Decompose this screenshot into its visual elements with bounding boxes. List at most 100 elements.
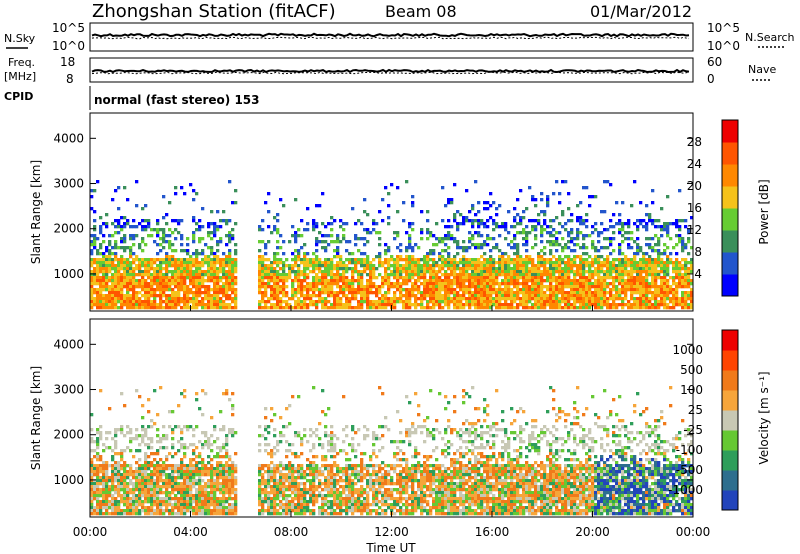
heatmap-cell: [564, 294, 568, 298]
heatmap-cell: [627, 300, 631, 304]
heatmap-cell: [171, 273, 175, 277]
heatmap-cell: [666, 246, 670, 250]
heatmap-cell: [114, 279, 118, 283]
heatmap-cell: [483, 291, 487, 295]
heatmap-cell: [195, 255, 199, 259]
heatmap-cell: [609, 270, 613, 274]
heatmap-cell: [141, 282, 145, 286]
heatmap-cell: [204, 491, 208, 495]
heatmap-cell: [108, 479, 112, 483]
heatmap-cell: [105, 485, 109, 489]
heatmap-cell: [222, 261, 226, 265]
heatmap-cell: [276, 270, 280, 274]
heatmap-cell: [210, 449, 214, 453]
heatmap-cell: [549, 306, 553, 310]
heatmap-cell: [141, 237, 145, 241]
heatmap-cell: [132, 470, 136, 474]
heatmap-cell: [267, 464, 271, 468]
heatmap-cell: [90, 285, 94, 289]
heatmap-cell: [417, 270, 421, 274]
heatmap-cell: [615, 276, 619, 280]
heatmap-cell: [627, 288, 631, 292]
heatmap-cell: [315, 282, 319, 286]
heatmap-cell: [192, 434, 196, 438]
heatmap-cell: [213, 282, 217, 286]
heatmap-cell: [105, 464, 109, 468]
heatmap-cell: [195, 252, 199, 256]
heatmap-cell: [432, 288, 436, 292]
heatmap-cell: [108, 252, 112, 256]
heatmap-cell: [234, 282, 238, 286]
heatmap-cell: [96, 264, 100, 268]
heatmap-cell: [645, 303, 649, 307]
heatmap-cell: [192, 512, 196, 516]
heatmap-cell: [120, 467, 124, 471]
heatmap-cell: [465, 303, 469, 307]
heatmap-cell: [189, 276, 193, 280]
heatmap-cell: [171, 288, 175, 292]
heatmap-cell: [291, 285, 295, 289]
heatmap-cell: [198, 282, 202, 286]
heatmap-cell: [384, 249, 388, 253]
heatmap-cell: [171, 428, 175, 432]
heatmap-cell: [198, 491, 202, 495]
heatmap-cell: [471, 282, 475, 286]
heatmap-cell: [210, 306, 214, 310]
heatmap-cell: [93, 267, 97, 271]
heatmap-cell: [618, 276, 622, 280]
heatmap-cell: [183, 285, 187, 289]
heatmap-cell: [132, 476, 136, 480]
heatmap-cell: [420, 210, 424, 214]
heatmap-cell: [132, 300, 136, 304]
heatmap-cell: [516, 276, 520, 280]
heatmap-cell: [123, 485, 127, 489]
heatmap-cell: [231, 261, 235, 265]
heatmap-cell: [621, 261, 625, 265]
heatmap-cell: [618, 258, 622, 262]
heatmap-cell: [384, 297, 388, 301]
heatmap-cell: [531, 261, 535, 265]
heatmap-cell: [288, 240, 292, 244]
heatmap-cell: [204, 258, 208, 262]
heatmap-cell: [372, 264, 376, 268]
heatmap-cell: [123, 300, 127, 304]
heatmap-cell: [300, 219, 304, 223]
heatmap-cell: [114, 267, 118, 271]
heatmap-cell: [513, 216, 517, 220]
heatmap-cell: [411, 195, 415, 199]
heatmap-cell: [225, 506, 229, 510]
heatmap-cell: [447, 198, 451, 202]
heatmap-cell: [315, 240, 319, 244]
heatmap-cell: [93, 237, 97, 241]
heatmap-cell: [633, 264, 637, 268]
heatmap-cell: [465, 246, 469, 250]
heatmap-cell: [210, 294, 214, 298]
heatmap-cell: [465, 267, 469, 271]
heatmap-cell: [585, 258, 589, 262]
heatmap-cell: [546, 240, 550, 244]
heatmap-cell: [570, 297, 574, 301]
heatmap-cell: [648, 285, 652, 289]
heatmap-cell: [291, 282, 295, 286]
heatmap-cell: [375, 303, 379, 307]
heatmap-cell: [357, 276, 361, 280]
heatmap-cell: [444, 300, 448, 304]
heatmap-cell: [333, 255, 337, 259]
heatmap-cell: [195, 491, 199, 495]
heatmap-cell: [504, 288, 508, 292]
heatmap-cell: [183, 476, 187, 480]
heatmap-cell: [576, 270, 580, 274]
heatmap-cell: [174, 291, 178, 295]
heatmap-cell: [258, 482, 262, 486]
heatmap-cell: [111, 497, 115, 501]
heatmap-cell: [321, 306, 325, 310]
heatmap-cell: [132, 506, 136, 510]
heatmap-cell: [399, 258, 403, 262]
heatmap-cell: [333, 264, 337, 268]
heatmap-cell: [339, 258, 343, 262]
colorbar-swatch: [722, 120, 738, 143]
heatmap-cell: [459, 273, 463, 277]
heatmap-cell: [510, 291, 514, 295]
heatmap-cell: [405, 261, 409, 265]
heatmap-cell: [414, 303, 418, 307]
